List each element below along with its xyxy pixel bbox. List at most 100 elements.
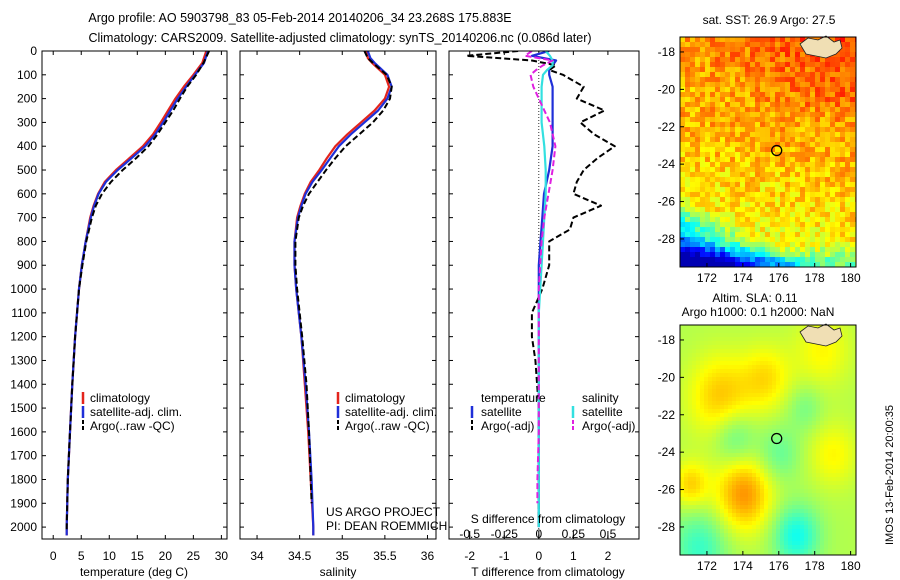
heatmap-cell: [796, 401, 801, 406]
heatmap-cell: [796, 369, 801, 374]
heatmap-cell: [836, 533, 841, 538]
heatmap-cell: [840, 192, 846, 198]
heatmap-cell: [840, 227, 846, 233]
heatmap-cell: [792, 373, 797, 378]
heatmap-cell: [712, 513, 717, 518]
heatmap-cell: [696, 517, 701, 522]
map-x-tick-label: 174: [733, 559, 753, 573]
heatmap-cell: [784, 533, 789, 538]
heatmap-cell: [785, 172, 791, 178]
heatmap-cell: [704, 461, 709, 466]
heatmap-cell: [740, 473, 745, 478]
heatmap-cell: [768, 525, 773, 530]
heatmap-cell: [816, 481, 821, 486]
heatmap-cell: [800, 117, 806, 123]
heatmap-cell: [760, 52, 766, 58]
header-line2: Climatology: CARS2009. Satellite-adjuste…: [88, 31, 591, 45]
heatmap-cell: [760, 453, 765, 458]
heatmap-cell: [764, 365, 769, 370]
heatmap-cell: [712, 533, 717, 538]
heatmap-cell: [808, 533, 813, 538]
heatmap-cell: [812, 529, 817, 534]
heatmap-cell: [795, 152, 801, 158]
heatmap-cell: [680, 357, 685, 362]
heatmap-cell: [728, 365, 733, 370]
heatmap-cell: [765, 177, 771, 183]
heatmap-cell: [716, 413, 721, 418]
heatmap-cell: [748, 457, 753, 462]
heatmap-cell: [840, 162, 846, 168]
heatmap-cell: [836, 441, 841, 446]
heatmap-cell: [736, 469, 741, 474]
heatmap-cell: [840, 453, 845, 458]
heatmap-cell: [768, 405, 773, 410]
heatmap-cell: [840, 465, 845, 470]
heatmap-cell: [688, 345, 693, 350]
heatmap-cell: [680, 365, 685, 370]
heatmap-cell: [790, 167, 796, 173]
heatmap-cell: [736, 449, 741, 454]
heatmap-cell: [852, 517, 856, 522]
heatmap-cell: [765, 42, 771, 48]
heatmap-cell: [805, 232, 811, 238]
heatmap-cell: [755, 172, 761, 178]
heatmap-cell: [835, 157, 841, 163]
heatmap-cell: [810, 177, 816, 183]
heatmap-cell: [804, 549, 809, 554]
heatmap-cell: [808, 381, 813, 386]
heatmap-cell: [708, 385, 713, 390]
heatmap-cell: [684, 509, 689, 514]
heatmap-cell: [804, 477, 809, 482]
heatmap-cell: [728, 437, 733, 442]
heatmap-cell: [756, 453, 761, 458]
heatmap-cell: [730, 187, 736, 193]
heatmap-cell: [740, 207, 746, 213]
heatmap-cell: [804, 389, 809, 394]
heatmap-cell: [704, 345, 709, 350]
heatmap-cell: [755, 112, 761, 118]
heatmap-cell: [740, 453, 745, 458]
heatmap-cell: [760, 489, 765, 494]
heatmap-cell: [836, 429, 841, 434]
heatmap-cell: [780, 247, 786, 253]
heatmap-cell: [756, 409, 761, 414]
heatmap-cell: [780, 509, 785, 514]
heatmap-cell: [808, 353, 813, 358]
heatmap-cell: [768, 461, 773, 466]
heatmap-cell: [750, 117, 756, 123]
heatmap-cell: [775, 207, 781, 213]
difference-legend: temperature satellite Argo(-adj) salinit…: [470, 391, 635, 433]
heatmap-cell: [680, 521, 685, 526]
heatmap-cell: [836, 401, 841, 406]
heatmap-cell: [775, 242, 781, 248]
heatmap-cell: [844, 337, 849, 342]
heatmap-cell: [716, 509, 721, 514]
heatmap-cell: [760, 449, 765, 454]
heatmap-cell: [784, 461, 789, 466]
heatmap-cell: [852, 493, 856, 498]
heatmap-cell: [700, 147, 706, 153]
y-tick-label: 200: [17, 92, 37, 106]
heatmap-cell: [724, 473, 729, 478]
heatmap-cell: [692, 409, 697, 414]
heatmap-cell: [740, 102, 746, 108]
heatmap-cell: [680, 192, 686, 198]
heatmap-cell: [808, 373, 813, 378]
heatmap-cell: [796, 493, 801, 498]
heatmap-cell: [850, 262, 856, 267]
heatmap-cell: [692, 365, 697, 370]
map-y-tick-label: -20: [658, 82, 676, 96]
heatmap-cell: [715, 262, 721, 267]
heatmap-cell: [696, 521, 701, 526]
heatmap-cell: [808, 417, 813, 422]
heatmap-cell: [735, 227, 741, 233]
heatmap-cell: [832, 537, 837, 542]
heatmap-cell: [772, 417, 777, 422]
heatmap-cell: [812, 517, 817, 522]
heatmap-cell: [764, 461, 769, 466]
heatmap-cell: [720, 509, 725, 514]
heatmap-cell: [820, 545, 825, 550]
heatmap-cell: [848, 517, 853, 522]
heatmap-cell: [712, 329, 717, 334]
heatmap-cell: [840, 177, 846, 183]
